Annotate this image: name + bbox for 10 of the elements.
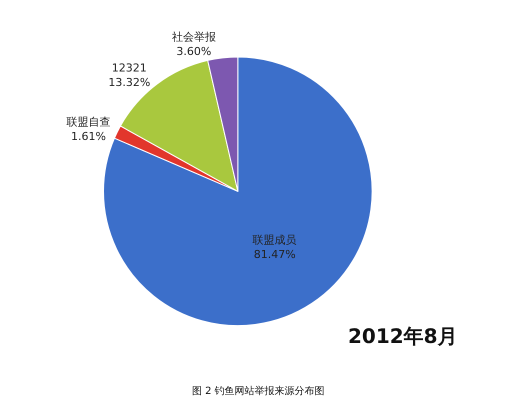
caption: 图 2 钓鱼网站举报来源分布图 — [192, 385, 325, 397]
slice-label: 12321 — [112, 62, 147, 75]
slice-label: 联盟成员 — [252, 234, 297, 247]
text: 2012年8月 — [348, 324, 458, 348]
data-label: 1.61% — [70, 130, 106, 144]
slice-label: 社会举报 — [172, 30, 216, 44]
data-label: 3.60% — [176, 45, 212, 58]
slice-label: 联盟自查 — [66, 116, 110, 129]
data-label: 81.47% — [254, 248, 296, 262]
data-label: 13.32% — [108, 76, 150, 89]
